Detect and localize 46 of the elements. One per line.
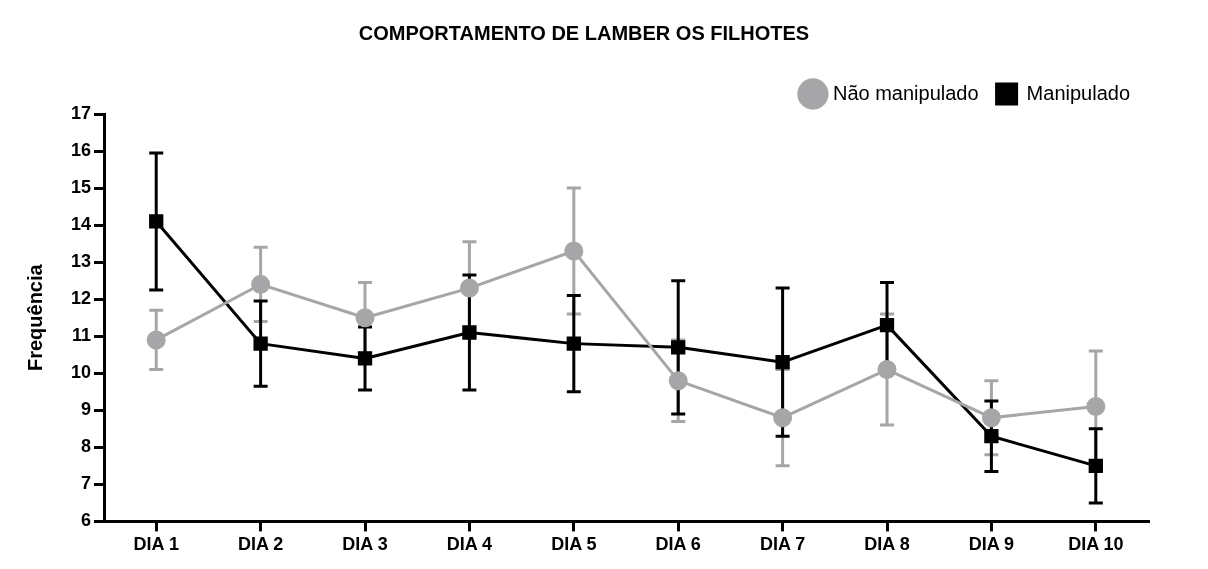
x-tick-label: DIA 1	[133, 534, 179, 555]
x-tick-label: DIA 7	[759, 534, 806, 555]
point	[566, 336, 581, 351]
point	[775, 354, 790, 370]
point	[253, 336, 268, 351]
point	[1086, 397, 1106, 417]
x-tick-label: DIA 9	[968, 534, 1015, 555]
x-tick-label: DIA 8	[864, 534, 910, 555]
y-tick-label: 11	[71, 325, 92, 346]
point	[773, 408, 793, 428]
y-axis-title: Frequência	[23, 263, 46, 372]
point	[357, 351, 373, 366]
point	[149, 214, 164, 229]
y-tick-label: 6	[81, 510, 92, 531]
y-tick-label: 15	[70, 177, 92, 198]
point	[668, 371, 688, 391]
point	[981, 408, 1001, 428]
x-tick-label: DIA 2	[237, 534, 284, 555]
point	[146, 330, 166, 350]
point	[877, 360, 897, 380]
chart-title: COMPORTAMENTO DE LAMBER OS FILHOTES	[358, 21, 810, 44]
x-tick-label: DIA 6	[655, 534, 701, 555]
x-tick-label: DIA 3	[342, 534, 388, 555]
y-tick-label: 12	[70, 288, 92, 309]
y-tick-label: 7	[81, 473, 92, 494]
y-tick-label: 9	[81, 399, 92, 420]
x-tick-label: DIA 10	[1068, 534, 1124, 555]
legend-label: Manipulado	[1026, 81, 1131, 104]
y-tick-label: 16	[70, 140, 92, 161]
y-tick-label: 17	[70, 102, 92, 123]
y-tick-label: 10	[70, 362, 92, 383]
point	[879, 317, 895, 333]
x-tick-label: DIA 4	[446, 534, 493, 555]
legend-label: Não manipulado	[832, 81, 979, 104]
point	[671, 340, 686, 355]
y-tick-label: 13	[70, 251, 92, 272]
point	[984, 429, 999, 444]
point	[1088, 458, 1103, 473]
y-tick-label: 14	[70, 214, 92, 235]
point	[355, 308, 375, 328]
y-tick-label: 8	[81, 436, 92, 457]
point	[459, 278, 479, 298]
point	[251, 274, 271, 294]
point	[462, 325, 477, 340]
point	[564, 241, 584, 261]
x-tick-label: DIA 5	[551, 534, 597, 555]
